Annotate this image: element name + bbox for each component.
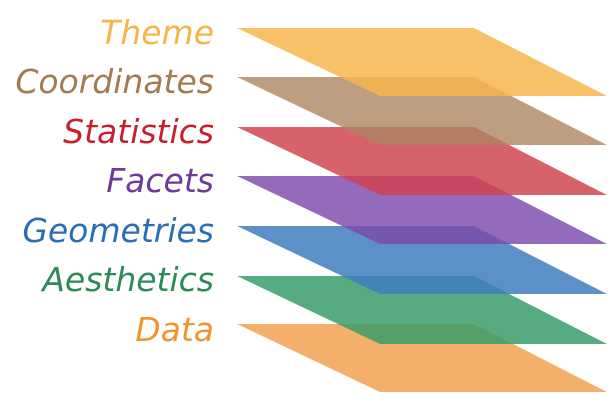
statistics-label: Statistics <box>63 112 214 151</box>
coordinates-label: Coordinates <box>15 62 214 101</box>
statistics-layer-plane <box>237 127 607 195</box>
theme-label: Theme <box>100 13 214 52</box>
aesthetics-label: Aesthetics <box>40 260 214 299</box>
theme-layer-plane <box>237 28 607 96</box>
facets-layer-plane <box>237 176 607 244</box>
geometries-layer-plane <box>237 226 607 294</box>
aesthetics-layer-plane <box>237 276 607 344</box>
layer-planes <box>237 28 607 392</box>
data-layer-plane <box>237 324 607 392</box>
facets-label: Facets <box>106 161 214 200</box>
data-label: Data <box>135 310 214 349</box>
coordinates-layer-plane <box>237 77 607 145</box>
layer-labels: Theme Coordinates Statistics Facets Geom… <box>15 13 214 349</box>
geometries-label: Geometries <box>22 211 214 250</box>
